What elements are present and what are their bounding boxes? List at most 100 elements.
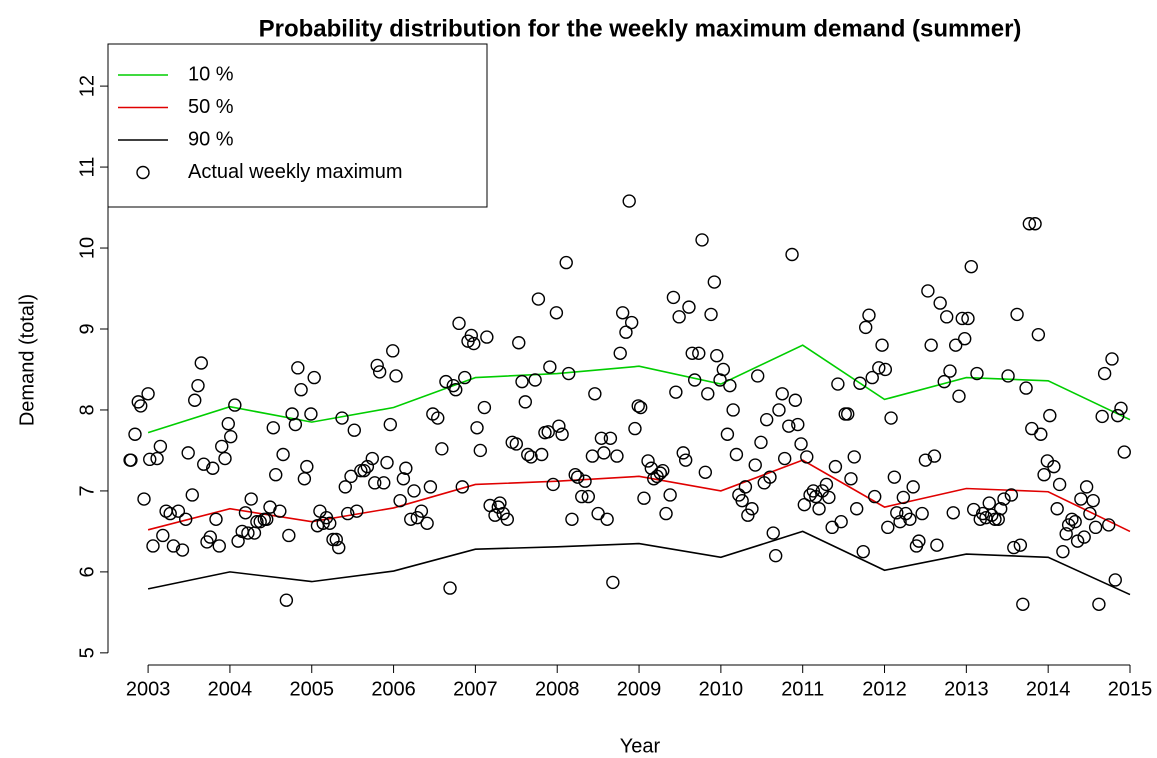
legend-label: Actual weekly maximum bbox=[188, 161, 403, 183]
point bbox=[659, 506, 673, 521]
point bbox=[191, 378, 205, 393]
point bbox=[500, 512, 515, 526]
point bbox=[704, 307, 718, 322]
point bbox=[1037, 468, 1051, 482]
point bbox=[1086, 493, 1100, 508]
point bbox=[723, 378, 737, 393]
point bbox=[862, 308, 876, 322]
point bbox=[631, 399, 645, 413]
point bbox=[766, 526, 780, 540]
point bbox=[581, 489, 596, 504]
point bbox=[269, 468, 283, 482]
point bbox=[1052, 477, 1067, 492]
point bbox=[241, 526, 255, 540]
point bbox=[1092, 597, 1106, 611]
point bbox=[215, 439, 229, 454]
point bbox=[294, 383, 308, 397]
point bbox=[906, 480, 920, 494]
point bbox=[597, 446, 611, 460]
point bbox=[404, 512, 418, 526]
point bbox=[386, 344, 400, 358]
point bbox=[181, 446, 195, 460]
point bbox=[443, 581, 457, 595]
point bbox=[924, 338, 938, 352]
point bbox=[134, 399, 148, 413]
point bbox=[310, 519, 325, 533]
point bbox=[615, 306, 630, 320]
point bbox=[464, 328, 479, 343]
point bbox=[414, 504, 429, 518]
point bbox=[943, 364, 957, 378]
x-tick-label: 2013 bbox=[944, 678, 989, 700]
point bbox=[991, 512, 1005, 526]
point bbox=[473, 443, 488, 458]
point bbox=[1007, 540, 1021, 555]
point bbox=[591, 506, 605, 521]
point bbox=[426, 407, 440, 421]
point bbox=[546, 477, 560, 492]
legend-symbol bbox=[136, 165, 150, 180]
point bbox=[1059, 527, 1073, 541]
y-tick-label: 8 bbox=[76, 404, 98, 415]
point bbox=[518, 395, 533, 409]
point bbox=[524, 450, 538, 464]
y-tick-label: 11 bbox=[76, 157, 98, 178]
point bbox=[552, 419, 566, 433]
point bbox=[531, 292, 546, 306]
point bbox=[847, 450, 861, 464]
point bbox=[203, 530, 217, 544]
point bbox=[775, 387, 789, 401]
point bbox=[431, 411, 445, 425]
point bbox=[329, 532, 343, 547]
point bbox=[218, 451, 232, 466]
point bbox=[206, 461, 220, 475]
point bbox=[819, 477, 834, 492]
point bbox=[859, 320, 873, 335]
point bbox=[822, 490, 836, 505]
point bbox=[1004, 488, 1019, 502]
point bbox=[726, 403, 740, 417]
point bbox=[224, 429, 238, 444]
point bbox=[357, 463, 371, 478]
point bbox=[188, 393, 202, 407]
point bbox=[1114, 401, 1128, 416]
point bbox=[300, 459, 314, 474]
point bbox=[396, 472, 411, 486]
point bbox=[368, 476, 382, 490]
point bbox=[961, 311, 975, 326]
point bbox=[692, 346, 706, 360]
point bbox=[291, 361, 305, 375]
x-tick-label: 2004 bbox=[208, 678, 253, 700]
point bbox=[124, 453, 138, 467]
point bbox=[541, 425, 555, 439]
point bbox=[347, 423, 361, 437]
point bbox=[875, 338, 889, 352]
point bbox=[1034, 427, 1048, 441]
line bbox=[147, 344, 1131, 434]
point bbox=[1088, 520, 1103, 535]
point bbox=[1047, 459, 1061, 474]
point bbox=[1010, 307, 1024, 322]
point bbox=[166, 539, 181, 553]
point bbox=[568, 468, 582, 482]
point bbox=[266, 421, 280, 435]
point bbox=[812, 502, 826, 516]
point bbox=[748, 458, 762, 472]
point bbox=[515, 374, 529, 389]
point bbox=[156, 528, 170, 543]
point bbox=[575, 489, 589, 504]
point bbox=[834, 514, 848, 529]
point bbox=[344, 469, 358, 484]
point bbox=[137, 492, 151, 506]
point bbox=[549, 306, 564, 320]
point bbox=[304, 407, 318, 421]
point bbox=[695, 233, 709, 247]
point bbox=[1050, 502, 1064, 516]
point bbox=[872, 361, 886, 375]
point bbox=[1043, 408, 1057, 423]
line bbox=[147, 459, 1131, 533]
x-tick-label: 2007 bbox=[453, 678, 498, 700]
point bbox=[338, 480, 352, 494]
point bbox=[350, 504, 364, 518]
point bbox=[707, 275, 722, 289]
